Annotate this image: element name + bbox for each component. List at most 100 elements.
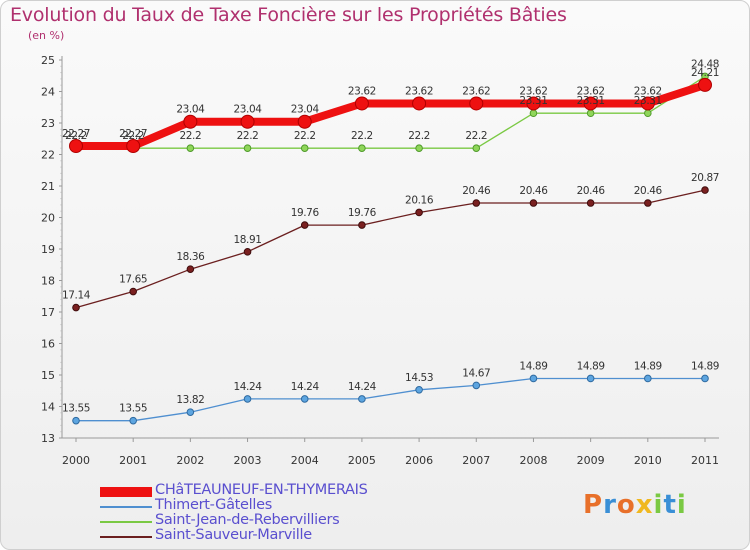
data-point-saint-sauveur: [243, 248, 252, 256]
logo-letter: o: [616, 490, 636, 520]
data-labels-layer: 22.27 22.27 23.04 23.04 23.04 23.62 23.62 23.62…: [62, 58, 719, 414]
data-label-chateauneuf: 23.62: [405, 85, 433, 97]
data-point-saint-jean: [186, 144, 195, 152]
data-point-chateauneuf: [526, 96, 541, 111]
legend-item-saint-sauveur: Saint-Sauveur-Marville: [100, 527, 460, 545]
y-tick-label: 14: [41, 401, 55, 414]
data-label-saint-sauveur: 19.76: [348, 207, 377, 219]
y-tick-label: 24: [41, 86, 55, 99]
x-tick-label: 2008: [519, 454, 547, 467]
data-point-saint-jean: [415, 144, 423, 152]
data-point-saint-sauveur: [358, 221, 366, 229]
x-tick-label: 2004: [291, 454, 319, 467]
data-label-saint-sauveur: 20.46: [519, 185, 548, 197]
legend-item-saint-jean: Saint-Jean-de-Rebervilliers: [100, 512, 460, 530]
y-tick-label: 17: [41, 306, 55, 319]
data-label-saint-sauveur: 18.91: [234, 234, 262, 246]
data-point-chateauneuf: [583, 96, 598, 111]
data-label-chateauneuf: 22.27: [62, 128, 90, 140]
logo-letter: i: [676, 490, 687, 520]
data-point-chateauneuf: [469, 96, 484, 111]
data-point-thimert: [586, 374, 595, 383]
data-point-saint-jean: [358, 144, 366, 152]
legend-swatch-saint-jean: [100, 521, 152, 523]
data-label-saint-sauveur: 20.87: [691, 172, 719, 184]
y-tick-label: 20: [41, 212, 55, 225]
data-label-chateauneuf: 23.62: [348, 85, 376, 97]
data-point-saint-sauveur: [644, 199, 652, 207]
data-point-thimert: [300, 395, 309, 403]
data-point-thimert: [243, 395, 252, 403]
data-point-saint-jean: [472, 144, 481, 152]
chart-title: Evolution du Taux de Taxe Foncière sur l…: [10, 4, 567, 26]
data-label-saint-jean: 23.31: [634, 95, 662, 107]
data-label-saint-sauveur: 17.14: [62, 290, 91, 302]
data-label-thimert: 14.89: [691, 360, 719, 372]
data-label-saint-jean: 22.2: [179, 130, 201, 142]
data-label-chateauneuf: 23.62: [519, 85, 547, 97]
series-layer: [69, 72, 712, 425]
data-label-saint-sauveur: 20.16: [405, 194, 434, 206]
data-point-chateauneuf: [240, 114, 255, 129]
y-tick-label: 19: [41, 243, 55, 256]
data-label-chateauneuf: 23.62: [634, 85, 662, 97]
data-label-thimert: 13.82: [176, 394, 204, 406]
data-label-thimert: 14.89: [577, 360, 605, 372]
data-point-chateauneuf: [354, 96, 369, 111]
data-point-saint-jean: [300, 144, 309, 152]
legend-label-thimert: Thimert-Gâtelles: [155, 497, 272, 513]
data-point-chateauneuf: [126, 138, 141, 153]
data-label-chateauneuf: 23.62: [577, 85, 605, 97]
data-label-saint-jean: 23.31: [577, 95, 605, 107]
x-tick-label: 2011: [691, 454, 719, 467]
series-line-saint-sauveur: [75, 189, 706, 309]
data-label-saint-sauveur: 17.65: [119, 274, 147, 286]
data-point-chateauneuf: [412, 96, 427, 111]
data-point-saint-sauveur: [186, 265, 195, 273]
data-label-chateauneuf: 23.04: [234, 104, 263, 116]
x-tick-label: 2010: [634, 454, 662, 467]
data-point-saint-jean: [243, 144, 252, 152]
data-point-thimert: [415, 386, 423, 394]
data-label-thimert: 14.89: [519, 360, 547, 372]
y-tick-label: 15: [41, 369, 55, 382]
data-point-chateauneuf: [640, 96, 655, 111]
logo-letter: r: [603, 490, 617, 520]
x-tick-label: 2005: [348, 454, 376, 467]
legend-label-chateauneuf: CHâTEAUNEUF-EN-THYMERAIS: [155, 482, 368, 498]
data-label-chateauneuf: 23.04: [291, 104, 320, 116]
data-label-saint-sauveur: 20.46: [577, 185, 606, 197]
data-label-saint-jean: 22.2: [294, 130, 316, 142]
data-point-saint-sauveur: [586, 199, 595, 207]
data-point-saint-sauveur: [415, 208, 423, 217]
legend-label-saint-jean: Saint-Jean-de-Rebervilliers: [155, 512, 340, 528]
data-point-saint-sauveur: [300, 221, 309, 229]
legend-label-saint-sauveur: Saint-Sauveur-Marville: [155, 527, 312, 543]
y-tick-label: 16: [41, 338, 55, 351]
data-point-saint-jean: [529, 109, 538, 118]
x-tick-label: 2002: [176, 454, 204, 467]
data-point-thimert: [644, 374, 652, 383]
data-label-chateauneuf: 23.62: [462, 85, 490, 97]
series-line-chateauneuf: [76, 81, 707, 150]
data-point-saint-jean: [644, 109, 652, 118]
data-point-thimert: [472, 381, 481, 390]
data-label-saint-jean: 22.2: [122, 130, 144, 142]
data-point-saint-sauveur: [72, 303, 80, 312]
data-point-chateauneuf: [698, 77, 712, 92]
data-label-saint-jean: 22.2: [237, 130, 259, 142]
data-label-thimert: 14.53: [405, 372, 433, 384]
logo-letter: P: [583, 490, 604, 520]
data-label-thimert: 14.24: [291, 381, 320, 393]
legend-swatch-thimert: [100, 506, 152, 508]
data-label-saint-jean: 22.2: [465, 130, 487, 142]
x-tick-label: 2006: [405, 454, 433, 467]
data-point-thimert: [129, 416, 137, 425]
y-tick-label: 25: [41, 54, 55, 67]
data-point-saint-sauveur: [129, 287, 137, 296]
data-point-saint-jean: [586, 109, 595, 118]
data-point-chateauneuf: [183, 114, 198, 129]
series-line-thimert: [76, 377, 705, 422]
